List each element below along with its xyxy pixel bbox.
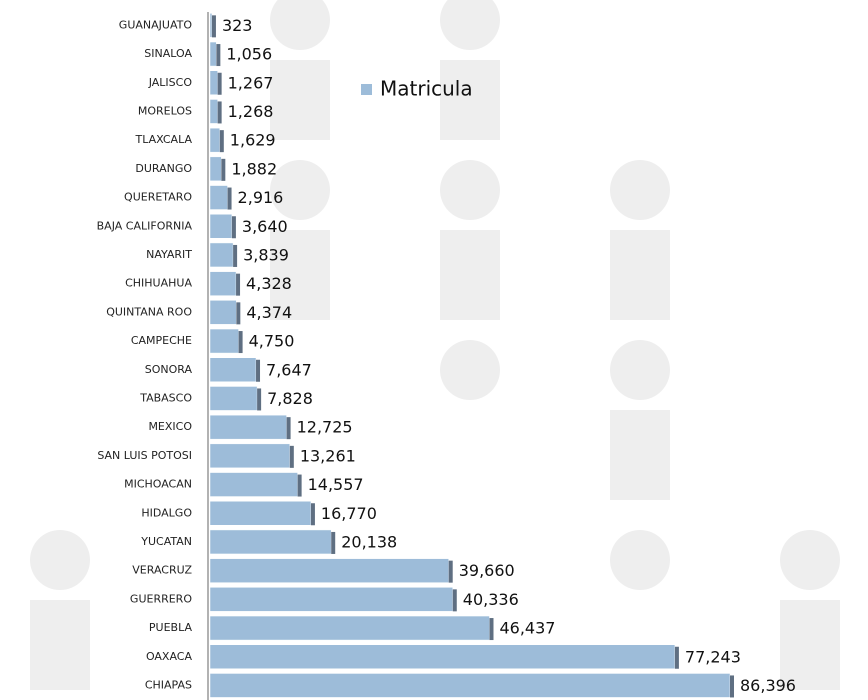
bar xyxy=(210,157,221,181)
bar xyxy=(210,214,232,238)
category-label: MICHOACAN xyxy=(124,478,192,491)
legend-label: Matricula xyxy=(380,77,473,101)
bar xyxy=(210,329,239,353)
category-label: CAMPECHE xyxy=(131,334,192,347)
bar xyxy=(210,473,298,497)
value-label: 7,647 xyxy=(266,360,312,379)
category-label: OAXACA xyxy=(146,650,193,663)
value-label: 4,750 xyxy=(249,332,295,351)
category-label: CHIHUAHUA xyxy=(125,277,192,290)
bar-edge xyxy=(218,101,222,123)
bar-edge xyxy=(298,475,302,497)
bar xyxy=(210,386,257,410)
value-label: 1,268 xyxy=(228,102,274,121)
bar-edge xyxy=(287,417,291,439)
bar xyxy=(210,243,233,267)
bar xyxy=(210,300,236,324)
bar-edge xyxy=(218,73,222,95)
value-label: 1,882 xyxy=(231,159,277,178)
category-label: CHIAPAS xyxy=(145,678,192,691)
category-label: TABASCO xyxy=(139,391,192,404)
value-label: 2,916 xyxy=(238,188,284,207)
bar xyxy=(210,128,220,152)
value-label: 20,138 xyxy=(341,532,397,551)
category-label: HIDALGO xyxy=(141,506,192,519)
category-label: JALISCO xyxy=(148,76,193,89)
bar-edge xyxy=(730,675,734,697)
value-label: 1,267 xyxy=(228,73,274,92)
category-label: NAYARIT xyxy=(146,248,192,261)
bar-edge xyxy=(256,360,260,382)
bar-edge xyxy=(236,274,240,296)
value-label: 77,243 xyxy=(685,647,741,666)
value-label: 7,828 xyxy=(267,389,313,408)
bar-edge xyxy=(489,618,493,640)
bar xyxy=(210,587,453,611)
value-label: 12,725 xyxy=(297,418,353,437)
bar xyxy=(210,13,212,37)
value-label: 3,839 xyxy=(243,245,289,264)
bar xyxy=(210,358,256,382)
bar xyxy=(210,616,489,640)
category-label: SAN LUIS POTOSI xyxy=(97,449,192,462)
chart: Matricula GUANAJUATO 323 SINALOA 1,056 JALIS… xyxy=(0,0,868,700)
value-label: 39,660 xyxy=(459,561,515,580)
bar xyxy=(210,559,449,583)
value-label: 3,640 xyxy=(242,217,288,236)
bar-edge xyxy=(233,245,237,267)
bar-edge xyxy=(228,188,232,210)
value-label: 86,396 xyxy=(740,676,796,695)
bar-edge xyxy=(220,130,224,152)
bar xyxy=(210,71,218,95)
category-label: MEXICO xyxy=(148,420,192,433)
bar-edge xyxy=(221,159,225,181)
bar-edge xyxy=(216,44,220,66)
value-label: 4,374 xyxy=(246,303,292,322)
category-label: PUEBLA xyxy=(149,621,193,634)
bar xyxy=(210,444,290,468)
category-label: BAJA CALIFORNIA xyxy=(97,219,193,232)
bar-edge xyxy=(311,503,315,525)
bar xyxy=(210,530,331,554)
bar xyxy=(210,99,218,123)
bar-edge xyxy=(232,216,236,238)
category-label: YUCATAN xyxy=(140,535,192,548)
bar-edge xyxy=(239,331,243,353)
bar xyxy=(210,673,730,697)
category-label: QUINTANA ROO xyxy=(106,305,192,318)
value-label: 46,437 xyxy=(499,619,555,638)
value-label: 14,557 xyxy=(308,475,364,494)
category-label: SONORA xyxy=(145,363,193,376)
bar-edge xyxy=(290,446,294,468)
category-label: QUERETARO xyxy=(124,191,192,204)
category-label: GUERRERO xyxy=(130,592,192,605)
category-label: TLAXCALA xyxy=(135,133,193,146)
bar xyxy=(210,501,311,525)
bar xyxy=(210,42,216,66)
category-label: MORELOS xyxy=(138,104,192,117)
bar-edge xyxy=(257,388,261,410)
bar xyxy=(210,186,228,210)
value-label: 4,328 xyxy=(246,274,292,293)
value-label: 40,336 xyxy=(463,590,519,609)
bar-edge xyxy=(212,15,216,37)
value-label: 1,056 xyxy=(226,45,272,64)
category-label: DURANGO xyxy=(135,162,192,175)
category-label: SINALOA xyxy=(144,47,192,60)
bar-edge xyxy=(675,647,679,669)
bar xyxy=(210,415,287,439)
legend-swatch xyxy=(361,84,372,95)
value-label: 1,629 xyxy=(230,131,276,150)
bar-edge xyxy=(236,302,240,324)
bar xyxy=(210,645,675,669)
category-label: GUANAJUATO xyxy=(119,18,193,31)
bar-edge xyxy=(331,532,335,554)
bar-edge xyxy=(453,589,457,611)
bar-edge xyxy=(449,561,453,583)
category-label: VERACRUZ xyxy=(132,564,192,577)
value-label: 323 xyxy=(222,16,253,35)
bar xyxy=(210,272,236,296)
value-label: 16,770 xyxy=(321,504,377,523)
value-label: 13,261 xyxy=(300,446,356,465)
